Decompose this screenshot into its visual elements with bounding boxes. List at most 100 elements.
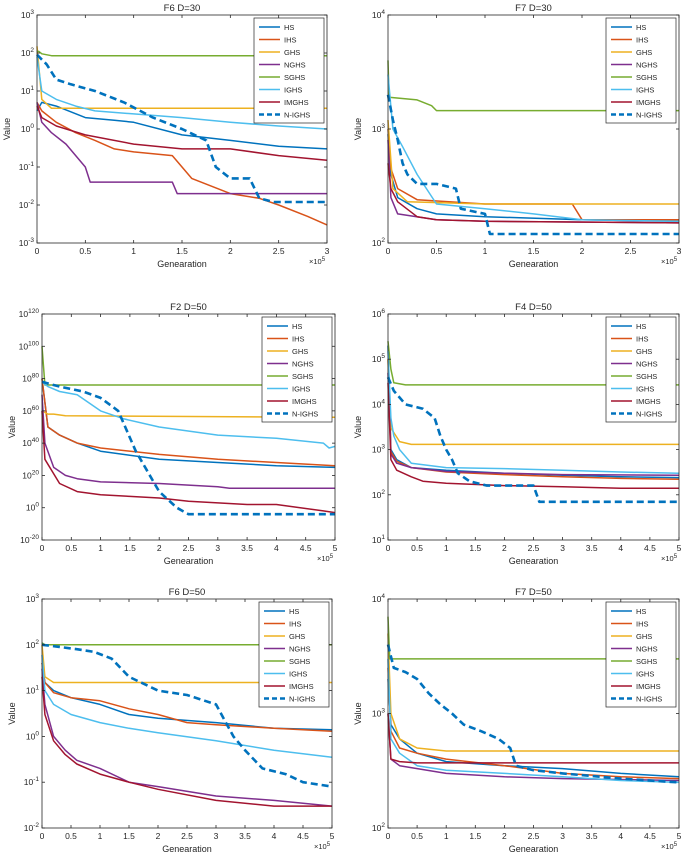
x-tick-label: 2.5 [273, 246, 285, 256]
series-line-ihs [41, 662, 333, 732]
series-line-imghs [41, 410, 336, 514]
y-tick-label: 105 [372, 353, 385, 364]
legend-label-ihs: IHS [289, 620, 302, 629]
x-exponent: ×105 [661, 257, 678, 266]
series-line-ighs [387, 74, 680, 223]
x-tick-label: 2.5 [625, 246, 637, 256]
x-tick-label: 3.5 [239, 831, 251, 841]
x-tick-label: 2 [156, 831, 161, 841]
x-tick-label: 1.5 [469, 831, 481, 841]
x-tick-label: 5 [333, 543, 338, 553]
chart-title: F4 D=50 [515, 302, 552, 313]
x-tick-label: 4.5 [644, 831, 656, 841]
legend: HS IHS GHS NGHS SGHS IGHS IMGHS N-IGHS [261, 316, 333, 423]
series-line-ighs [41, 381, 336, 449]
y-axis-label: Value [7, 416, 17, 438]
legend-box [258, 601, 330, 708]
y-tick-label: 100 [21, 123, 34, 134]
y-tick-label: 104 [372, 398, 385, 409]
series-line-sghs [37, 50, 327, 57]
y-tick-label: 103 [26, 593, 39, 604]
x-tick-label: 0.5 [65, 543, 77, 553]
legend-label-nghs: NGHS [292, 360, 314, 369]
x-tick-label: 2 [502, 543, 507, 553]
x-tick-label: 3 [214, 831, 219, 841]
y-tick-label: 10-2 [24, 822, 40, 833]
legend-label-n-ighs: N-IGHS [636, 111, 662, 120]
series-line-sghs [387, 341, 679, 386]
legend-label-ighs: IGHS [636, 385, 654, 394]
x-tick-label: 0.5 [411, 831, 423, 841]
series-line-imghs [387, 382, 679, 489]
series-line-hs [36, 101, 328, 150]
legend-label-hs: HS [636, 322, 646, 331]
legend-label-n-ighs: N-IGHS [289, 695, 315, 704]
legend-label-ghs: GHS [292, 347, 308, 356]
x-tick-label: 2.5 [528, 543, 540, 553]
x-tick-label: 1.5 [469, 543, 481, 553]
legend-label-n-ighs: N-IGHS [284, 111, 310, 120]
x-tick-label: 0.5 [431, 246, 443, 256]
series-line-n-ighs [386, 644, 680, 784]
y-tick-label: 10-1 [24, 776, 40, 787]
x-tick-label: 4 [618, 543, 623, 553]
legend-label-hs: HS [636, 23, 646, 32]
series-line-ighs [41, 654, 333, 759]
y-axis-label: Value [353, 416, 363, 438]
legend-label-ghs: GHS [284, 48, 300, 57]
y-tick-label: 10-3 [19, 237, 35, 248]
legend-box [605, 17, 677, 124]
legend-label-ihs: IHS [292, 335, 305, 344]
x-tick-label: 1.5 [176, 246, 188, 256]
x-tick-label: 3 [560, 831, 565, 841]
y-tick-label: 102 [21, 47, 34, 58]
y-axis-label: Value [353, 702, 363, 724]
x-tick-label: 1.5 [124, 543, 136, 553]
y-tick-label: 102 [372, 237, 385, 248]
x-tick-label: 2.5 [181, 831, 193, 841]
x-tick-label: 2 [580, 246, 585, 256]
x-tick-label: 3 [325, 246, 330, 256]
x-exponent: ×105 [314, 842, 331, 851]
x-axis-label: Genearation [162, 844, 212, 853]
chart-title: F2 D=50 [170, 302, 207, 313]
series-line-n-ighs [41, 643, 333, 788]
legend-label-ghs: GHS [636, 632, 652, 641]
x-axis-label: Genearation [509, 844, 559, 853]
legend-label-ighs: IGHS [292, 385, 310, 394]
chart-panel-3: 0 0.5 1 1.5 2 2.5 3 3.5 4 4.5 5 10-20 100 1020 1040 106… [7, 302, 338, 566]
x-tick-label: 2.5 [528, 831, 540, 841]
x-tick-label: 1 [98, 831, 103, 841]
x-tick-label: 3 [677, 246, 682, 256]
x-exponent: ×105 [661, 842, 678, 851]
y-tick-label: 106 [372, 308, 385, 319]
x-tick-label: 1 [444, 831, 449, 841]
y-tick-label: 102 [26, 639, 39, 650]
x-tick-label: 0 [35, 246, 40, 256]
chart-panel-5: 0 0.5 1 1.5 2 2.5 3 3.5 4 4.5 5 10-2 10-1 100 101 102 10… [7, 587, 335, 853]
legend-box [605, 316, 677, 423]
x-tick-label: 0 [386, 831, 391, 841]
legend-box [605, 601, 677, 708]
series-line-n-ighs [386, 94, 679, 236]
legend-label-ghs: GHS [636, 347, 652, 356]
x-tick-label: 2.5 [183, 543, 195, 553]
legend-label-sghs: SGHS [284, 73, 305, 82]
x-tick-label: 5 [677, 831, 682, 841]
x-tick-label: 0 [40, 543, 45, 553]
legend-label-n-ighs: N-IGHS [636, 410, 662, 419]
legend-label-ighs: IGHS [636, 86, 654, 95]
y-tick-label: 102 [372, 822, 385, 833]
legend-label-sghs: SGHS [289, 657, 310, 666]
x-tick-label: 5 [330, 831, 335, 841]
y-tick-label: 102 [372, 489, 385, 500]
legend-label-n-ighs: N-IGHS [292, 410, 318, 419]
legend: HS IHS GHS NGHS SGHS IGHS IMGHS N-IGHS [605, 601, 677, 708]
legend-label-ighs: IGHS [636, 670, 654, 679]
y-tick-label: 10100 [19, 340, 40, 351]
x-tick-label: 3.5 [241, 543, 253, 553]
legend-label-nghs: NGHS [636, 360, 658, 369]
legend-label-ihs: IHS [636, 335, 649, 344]
x-tick-label: 4.5 [300, 543, 312, 553]
legend-label-sghs: SGHS [636, 657, 657, 666]
